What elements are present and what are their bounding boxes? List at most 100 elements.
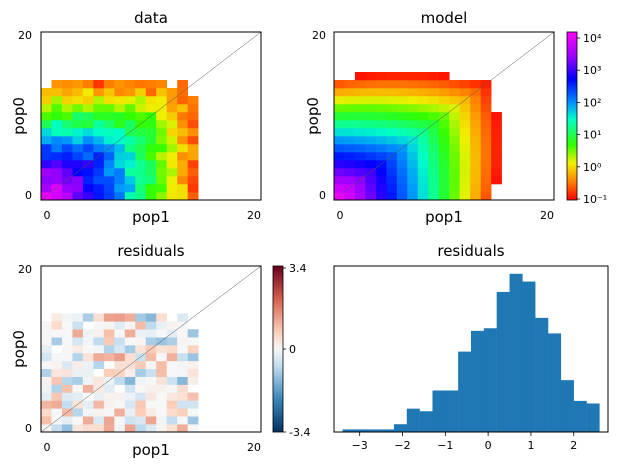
data-heatmap-cell [145, 144, 157, 153]
model-heatmap-cell [459, 160, 471, 169]
model-heatmap-cell [396, 184, 408, 193]
data-heatmap-cell [41, 176, 52, 185]
model-heatmap-cell [470, 104, 481, 113]
data-heatmap-cell [145, 128, 157, 137]
residual-heatmap-cell [187, 337, 199, 346]
model-heatmap-cell [334, 184, 345, 193]
residual-heatmap-cell [187, 329, 199, 338]
data-heatmap-cell [103, 136, 115, 145]
data-heatmap-cell [72, 120, 84, 129]
data-heatmap-cell [177, 120, 188, 129]
model-heatmap-cell [407, 192, 419, 201]
data-heatmap-cell [103, 152, 115, 161]
residual-heatmap-cell [124, 352, 136, 362]
data-heatmap-cell [72, 80, 84, 89]
data-heatmap-cell [72, 88, 84, 97]
data-heatmap-cell [51, 136, 63, 145]
residual-heatmap-cell [93, 321, 105, 330]
model-heatmap-cell [491, 160, 502, 169]
data-heatmap-cell [51, 80, 63, 89]
residual-heatmap-cell [156, 376, 168, 385]
model-heatmap-cell [386, 184, 398, 193]
residual-heatmap-cell [114, 360, 126, 370]
colorbar-tick-label: 10⁴ [583, 32, 602, 45]
residual-heatmap-cell [82, 368, 94, 377]
residual-heatmap-cell [187, 408, 199, 417]
residual-heatmap-cell [156, 416, 168, 425]
model-heatmap-cell [396, 136, 408, 145]
data-heatmap-cell [61, 120, 73, 129]
model-heatmap-cell [407, 112, 419, 121]
data-heatmap-cell [135, 96, 147, 105]
data-heatmap-cell [114, 192, 126, 201]
model-heatmap-cell [386, 88, 398, 97]
residual-heatmap-cell [166, 392, 178, 401]
model-heatmap-cell [459, 80, 471, 89]
model-heatmap-cell [386, 80, 398, 89]
model-heatmap-cell [480, 120, 492, 129]
data-heatmap-cell [51, 128, 63, 137]
model-heatmap-cell [470, 112, 481, 121]
model-heatmap-cell [470, 136, 481, 145]
model-heatmap-cell [334, 144, 345, 153]
data-heatmap-cell [145, 192, 157, 201]
data-heatmap-cell [166, 160, 178, 169]
model-heatmap-cell [365, 112, 377, 121]
model-heatmap-cell [459, 176, 471, 185]
data-heatmap-cell [41, 144, 52, 153]
residual-heatmap-cell [187, 392, 199, 401]
data-heatmap-cell [135, 160, 147, 169]
residual-heatmap-cell [135, 337, 147, 346]
histogram-bar [535, 317, 549, 433]
data-heatmap-cell [114, 176, 126, 185]
model-heatmap-cell [438, 176, 450, 185]
histogram-bar [406, 408, 420, 432]
data-heatmap-cell [187, 176, 199, 185]
residual-heatmap-cell [72, 321, 84, 330]
model-heatmap-cell [375, 184, 387, 193]
residual-heatmap-cell [103, 337, 115, 346]
model-heatmap-cell [417, 176, 429, 185]
model-heatmap-cell [449, 96, 461, 105]
model-heatmap-cell [459, 168, 471, 177]
histogram-bar [368, 429, 382, 432]
data-heatmap-cell [156, 128, 168, 137]
residual-heatmap-cell [177, 352, 188, 362]
data-heatmap-cell [82, 88, 94, 97]
data-heatmap-cell [82, 80, 94, 89]
residual-heatmap-cell [187, 400, 199, 409]
colorbar-tick-label: -3.4 [289, 426, 310, 439]
residual-heatmap-cell [41, 408, 52, 417]
data-heatmap-cell [61, 80, 73, 89]
model-heatmap-cell [417, 112, 429, 121]
data-heatmap-cell [82, 104, 94, 113]
data-heatmap-cell [114, 104, 126, 113]
residual-heatmap-cell [156, 368, 168, 377]
model-heatmap-cell [428, 168, 440, 177]
model-heatmap-cell [438, 184, 450, 193]
data-heatmap-cell [177, 144, 188, 153]
residual-heatmap-cell [61, 424, 73, 433]
model-heatmap-cell [386, 104, 398, 113]
model-heatmap-cell [334, 152, 345, 161]
data-heatmap-cell [82, 152, 94, 161]
data-heatmap-cell [135, 176, 147, 185]
data-heatmap-cell [124, 144, 136, 153]
title-residuals-map: residuals [117, 242, 184, 260]
x-tick-20: 20 [247, 209, 261, 222]
model-heatmap-cell [459, 128, 471, 137]
data-heatmap-cell [187, 160, 199, 169]
model-heatmap-cell [375, 176, 387, 185]
title-residuals-histogram: residuals [437, 242, 504, 260]
data-heatmap-cell [41, 104, 52, 113]
model-heatmap-cell [354, 128, 366, 137]
model-heatmap-cell [396, 104, 408, 113]
data-heatmap-cell [145, 184, 157, 193]
histogram-bar [496, 291, 510, 432]
data-heatmap-cell [41, 152, 52, 161]
model-heatmap-cell [407, 176, 419, 185]
model-heatmap-cell [354, 104, 366, 113]
model-heatmap-cell [470, 192, 481, 201]
model-heatmap-cell [375, 168, 387, 177]
model-heatmap-cell [344, 128, 356, 137]
